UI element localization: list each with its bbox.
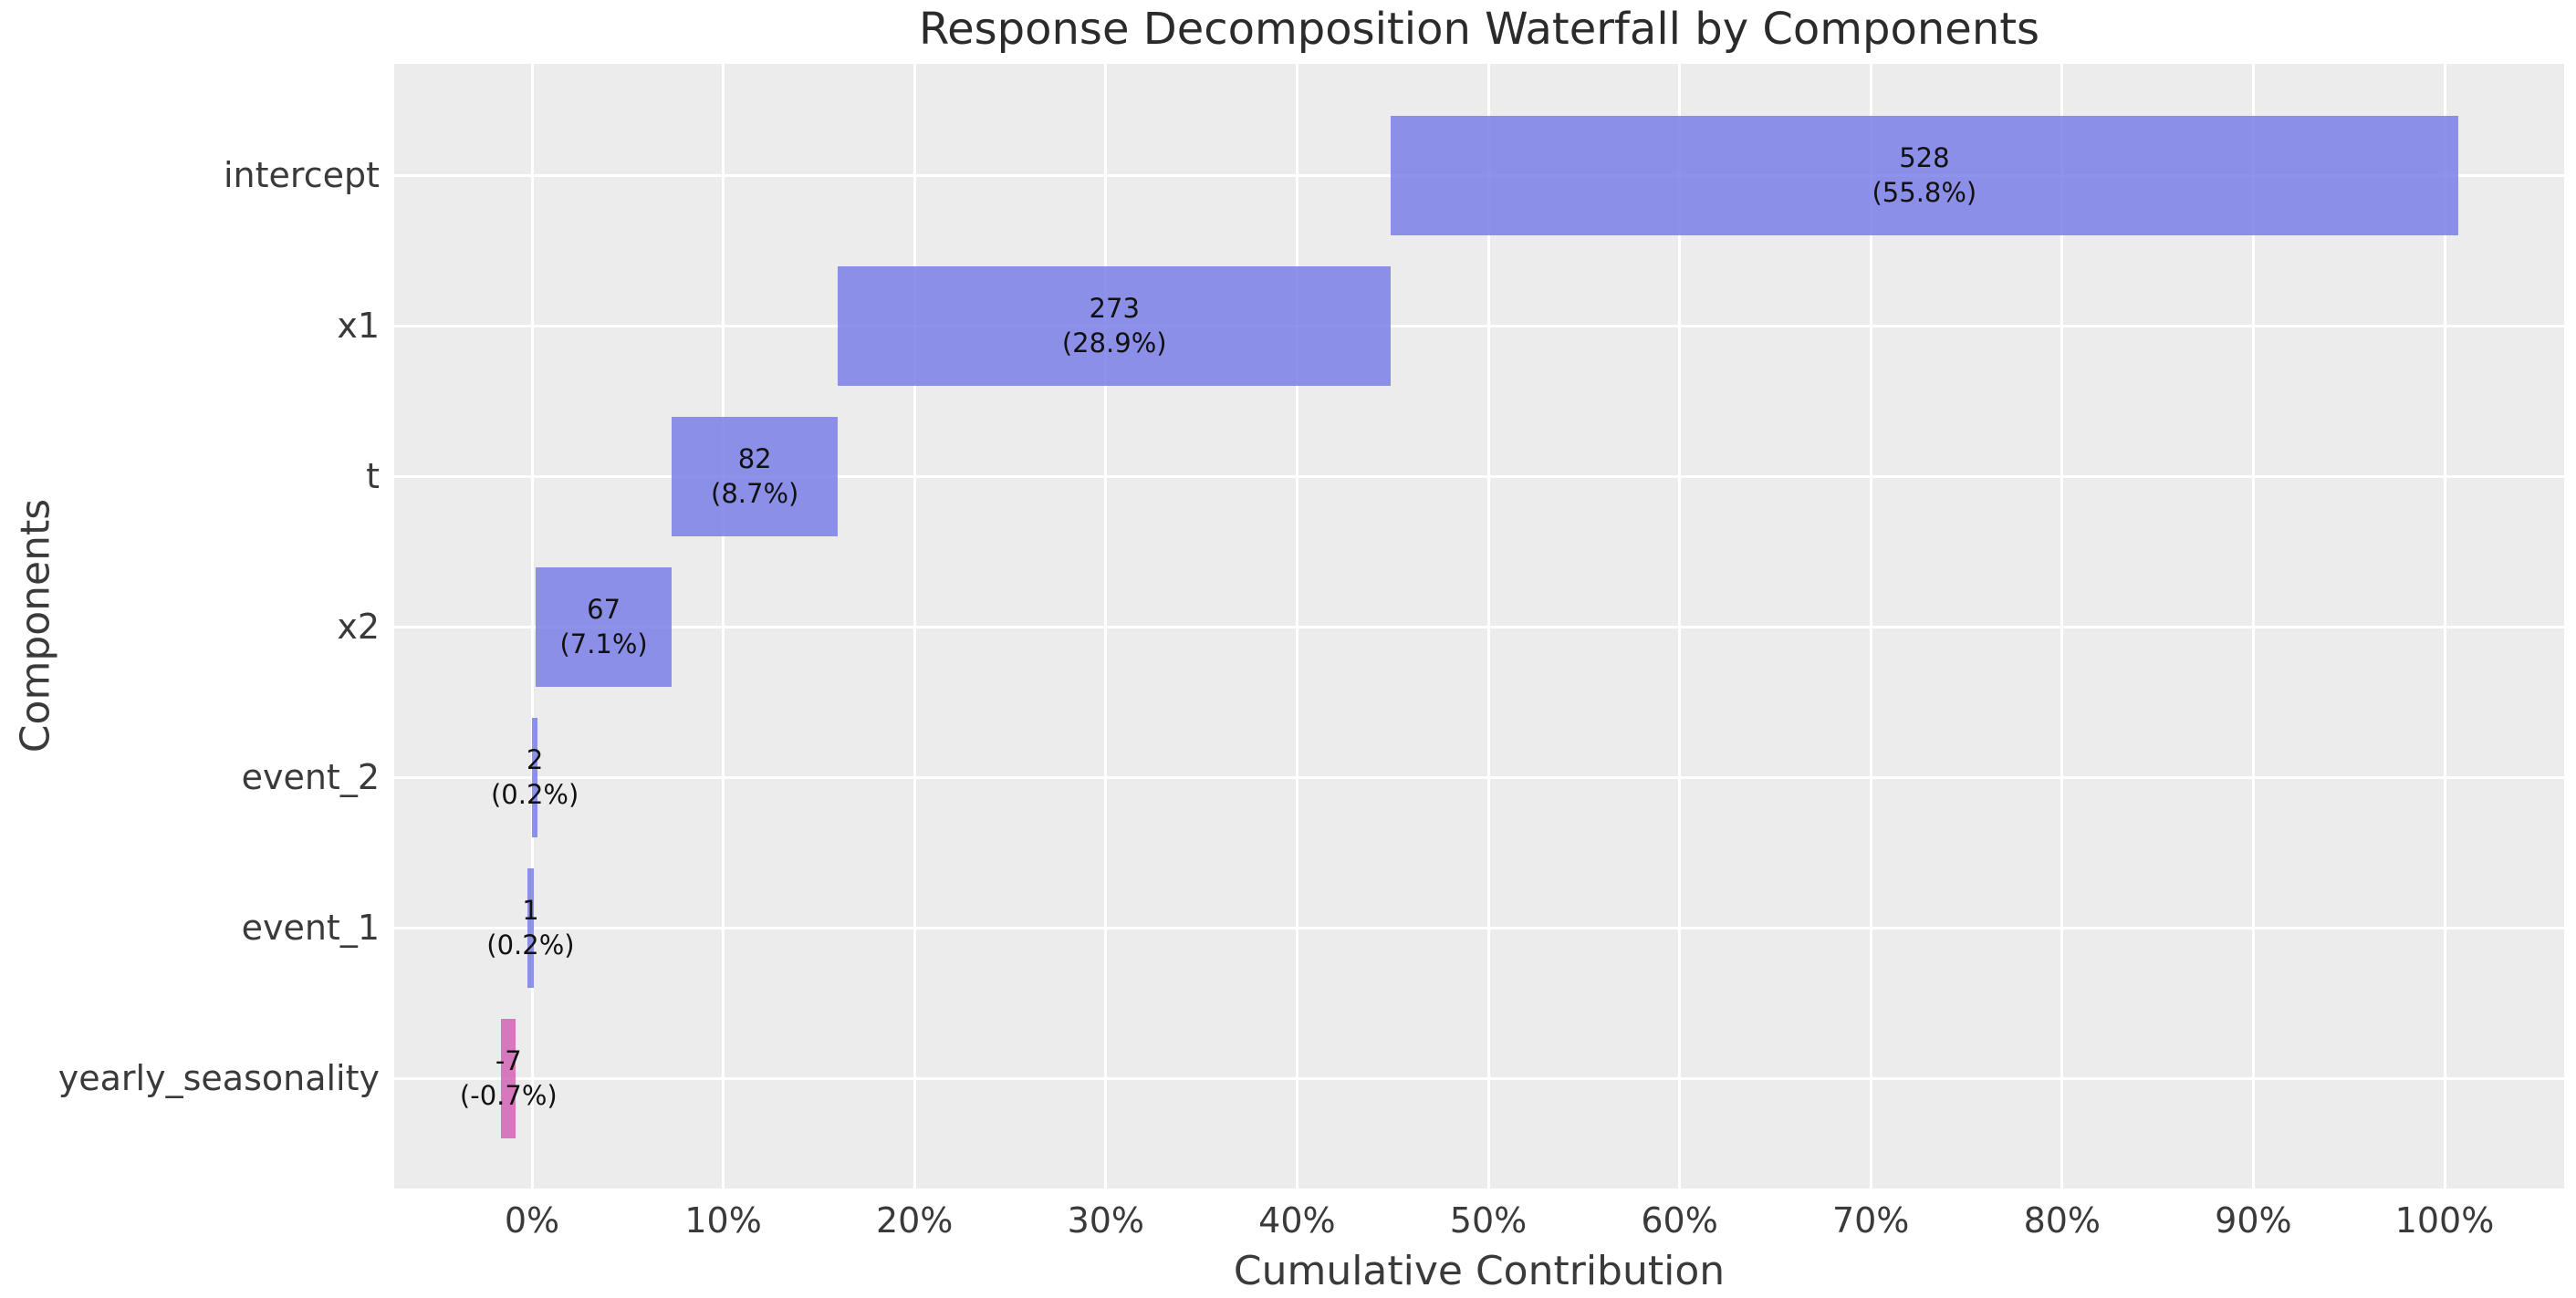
waterfall-bar-event_2: [532, 717, 538, 837]
waterfall-bar-yearly_seasonality: [501, 1018, 516, 1138]
y-tick-label-x2: x2: [337, 607, 380, 647]
waterfall-bar-intercept: [1391, 115, 2458, 235]
gridline-horizontal: [394, 775, 2564, 779]
bar-label-percent: (0.2%): [486, 929, 575, 961]
y-axis-label: Components: [12, 498, 59, 753]
x-tick-label: 60%: [1641, 1200, 1718, 1241]
bar-label-x1: 273 (28.9%): [1062, 291, 1167, 360]
gridline-horizontal: [394, 1076, 2564, 1080]
x-axis-label: Cumulative Contribution: [1233, 1248, 1726, 1294]
bar-label-percent: (0.2%): [490, 779, 579, 810]
bar-label-value: 67: [587, 594, 621, 625]
bar-label-event_1: 1 (0.2%): [486, 893, 574, 962]
bar-label-yearly_seasonality: -7 (-0.7%): [460, 1044, 558, 1113]
x-tick-label: 90%: [2215, 1200, 2292, 1241]
bar-label-percent: (7.1%): [559, 628, 648, 659]
x-tick-label: 0%: [504, 1200, 560, 1241]
bar-label-value: -7: [495, 1045, 522, 1076]
plot-area: 528 (55.8%) 273 (28.9%) 82 (8.7%) 67 (7.1%) 2 (0.…: [394, 64, 2564, 1189]
waterfall-bar-x1: [838, 265, 1392, 386]
y-tick-label-intercept: intercept: [224, 155, 380, 195]
bar-label-event_2: 2 (0.2%): [491, 742, 579, 812]
y-tick-label-yearly_seasonality: yearly_seasonality: [57, 1058, 380, 1098]
bar-label-value: 2: [526, 744, 544, 775]
x-tick-label: 10%: [684, 1200, 762, 1241]
bar-label-t: 82 (8.7%): [711, 441, 798, 511]
bar-label-percent: (-0.7%): [459, 1080, 558, 1111]
x-tick-label: 30%: [1067, 1200, 1145, 1241]
chart-title: Response Decomposition Waterfall by Comp…: [918, 4, 2040, 55]
waterfall-bar-t: [672, 416, 839, 536]
bar-label-value: 82: [737, 443, 772, 474]
x-tick-label: 70%: [1831, 1200, 1910, 1241]
gridline-horizontal: [394, 474, 2564, 478]
x-tick-label: 100%: [2394, 1200, 2495, 1241]
y-tick-label-t: t: [366, 456, 380, 496]
x-tick-label: 40%: [1258, 1200, 1336, 1241]
bar-label-value: 273: [1089, 293, 1140, 324]
bar-label-value: 528: [1899, 142, 1950, 173]
waterfall-bar-x2: [536, 566, 672, 687]
y-tick-label-event_2: event_2: [241, 757, 380, 797]
gridline-horizontal: [394, 926, 2564, 929]
bar-label-percent: (55.8%): [1872, 177, 1977, 208]
bar-label-percent: (28.9%): [1061, 327, 1167, 358]
x-tick-label: 20%: [875, 1200, 954, 1241]
bar-label-intercept: 528 (55.8%): [1872, 140, 1976, 210]
bar-label-x2: 67 (7.1%): [559, 592, 647, 661]
waterfall-bar-event_1: [527, 867, 535, 988]
x-tick-label: 80%: [2023, 1200, 2101, 1241]
gridline-horizontal: [394, 625, 2564, 628]
y-tick-label-event_1: event_1: [241, 908, 380, 948]
bar-label-percent: (8.7%): [711, 478, 799, 509]
y-tick-label-x1: x1: [337, 306, 380, 346]
bar-label-value: 1: [522, 895, 539, 926]
x-tick-label: 50%: [1449, 1200, 1528, 1241]
gridline-horizontal: [394, 324, 2564, 327]
